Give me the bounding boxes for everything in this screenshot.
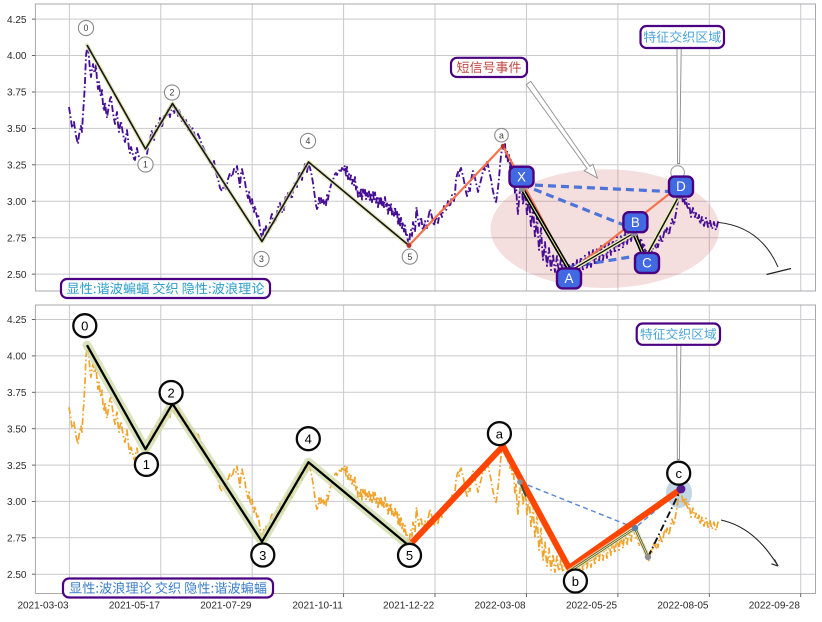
svg-text:4.00: 4.00 [7, 51, 27, 62]
svg-text:3.75: 3.75 [7, 388, 27, 399]
svg-text:2022-03-08: 2022-03-08 [474, 601, 526, 612]
svg-text:c: c [675, 466, 682, 481]
svg-text:2.50: 2.50 [7, 270, 27, 281]
svg-text:2022-05-25: 2022-05-25 [566, 601, 618, 612]
svg-text:4.00: 4.00 [7, 352, 27, 363]
svg-text:X: X [517, 169, 526, 184]
svg-text:2021-05-17: 2021-05-17 [109, 601, 161, 612]
svg-text:b: b [572, 574, 579, 589]
svg-text:0: 0 [81, 319, 88, 334]
svg-text:3.75: 3.75 [7, 88, 27, 99]
svg-text:A: A [565, 271, 574, 286]
svg-text:a: a [499, 130, 504, 140]
svg-text:D: D [676, 179, 686, 194]
svg-text:1: 1 [143, 457, 150, 472]
svg-text:2022-09-28: 2022-09-28 [749, 601, 801, 612]
svg-text:5: 5 [407, 252, 412, 262]
svg-text:4.25: 4.25 [7, 15, 27, 26]
svg-text:4: 4 [305, 432, 312, 447]
svg-text:1: 1 [143, 160, 148, 170]
svg-text:4: 4 [306, 136, 311, 146]
svg-text:2021-07-29: 2021-07-29 [200, 601, 252, 612]
svg-text:3: 3 [259, 254, 264, 264]
svg-text:3.25: 3.25 [7, 161, 27, 172]
svg-text:3: 3 [259, 548, 266, 563]
svg-text:2: 2 [167, 385, 174, 400]
svg-text:4.25: 4.25 [7, 315, 27, 326]
svg-text:2021-10-11: 2021-10-11 [292, 601, 343, 612]
svg-text:2: 2 [170, 88, 175, 98]
svg-text:3.00: 3.00 [7, 197, 27, 208]
svg-text:B: B [631, 215, 640, 230]
svg-text:a: a [496, 426, 504, 441]
svg-text:2021-12-22: 2021-12-22 [383, 601, 435, 612]
svg-text:C: C [642, 256, 652, 271]
svg-text:3.50: 3.50 [7, 424, 27, 435]
svg-text:2.75: 2.75 [7, 534, 27, 545]
svg-text:3.00: 3.00 [7, 497, 27, 508]
svg-text:3.50: 3.50 [7, 124, 27, 135]
svg-text:5: 5 [406, 548, 413, 563]
svg-text:2.50: 2.50 [7, 570, 27, 581]
svg-text:2.75: 2.75 [7, 233, 27, 244]
svg-text:0: 0 [84, 23, 89, 33]
svg-text:2022-08-05: 2022-08-05 [657, 601, 709, 612]
svg-text:2021-03-03: 2021-03-03 [17, 601, 69, 612]
svg-text:3.25: 3.25 [7, 461, 27, 472]
